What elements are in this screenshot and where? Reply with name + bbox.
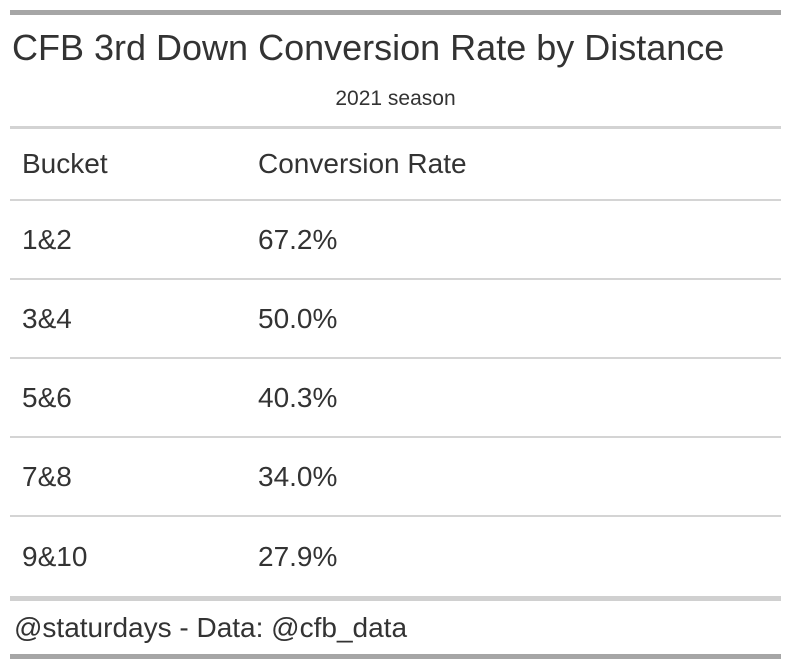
- bottom-accent-bar: [10, 654, 781, 659]
- table-row: 7&8 34.0%: [10, 437, 781, 517]
- credit-text: @staturdays - Data: @cfb_data: [14, 611, 408, 643]
- bucket-cell: 3&4: [10, 279, 258, 359]
- table-row: 5&6 40.3%: [10, 358, 781, 438]
- column-header-bucket: Bucket: [10, 129, 258, 201]
- rate-cell: 27.9%: [258, 540, 338, 572]
- bucket-cell: 9&10: [22, 540, 88, 572]
- rate-cell: 34.0%: [258, 437, 781, 517]
- table-row: 9&10 27.9%: [10, 516, 781, 596]
- bucket-cell: 1&2: [10, 200, 258, 280]
- table-header-row: Bucket Conversion Rate: [10, 129, 781, 201]
- table-row: 3&4 50.0%: [10, 279, 781, 359]
- header-divider: [10, 126, 781, 129]
- rate-cell: 40.3%: [258, 358, 781, 438]
- subtitle: 2021 season: [335, 87, 456, 110]
- page-title: CFB 3rd Down Conversion Rate by Distance: [12, 27, 725, 68]
- conversion-rate-table: Bucket Conversion Rate 1&2 67.2% 3&4 50.…: [10, 129, 781, 596]
- top-accent-bar: [10, 10, 781, 15]
- rate-cell: 67.2%: [258, 200, 781, 280]
- bucket-cell: 5&6: [10, 358, 258, 438]
- rate-cell: 50.0%: [258, 279, 781, 359]
- footer-divider: [10, 596, 781, 601]
- bucket-cell: 7&8: [10, 437, 258, 517]
- table-body: 1&2 67.2% 3&4 50.0% 5&6 40.3% 7&8 34.0% …: [10, 200, 781, 596]
- table-row: 1&2 67.2%: [10, 200, 781, 280]
- column-header-conversion-rate: Conversion Rate: [258, 129, 781, 201]
- table-header: Bucket Conversion Rate: [10, 129, 781, 201]
- footer: @staturdays - Data: @cfb_data: [10, 601, 781, 654]
